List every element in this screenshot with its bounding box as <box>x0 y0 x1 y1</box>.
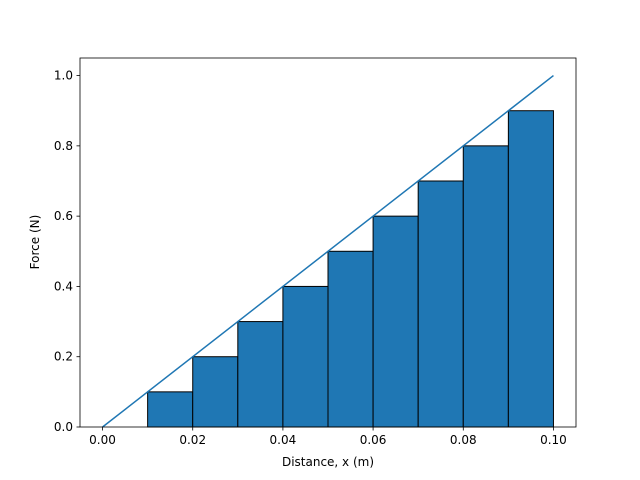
x-tick-label: 0.08 <box>450 433 477 447</box>
y-tick-label: 0.2 <box>54 350 73 364</box>
y-tick-label: 1.0 <box>54 69 73 83</box>
bar <box>237 321 284 428</box>
y-tick-label: 0.8 <box>54 139 73 153</box>
x-axis-label: Distance, x (m) <box>282 455 374 469</box>
x-tick-label: 0.00 <box>89 433 116 447</box>
bar <box>192 356 239 428</box>
x-tick-label: 0.02 <box>179 433 206 447</box>
y-axis-label: Force (N) <box>28 215 42 270</box>
y-tick-label: 0.0 <box>54 420 73 434</box>
bar <box>147 391 194 428</box>
bar <box>282 285 329 428</box>
bar <box>372 215 419 428</box>
y-tick-label: 0.4 <box>54 279 73 293</box>
y-tick-label: 0.6 <box>54 209 73 223</box>
bar <box>462 145 509 428</box>
x-tick-label: 0.10 <box>540 433 567 447</box>
bar <box>417 180 464 428</box>
plot-frame <box>79 57 577 428</box>
line <box>102 74 554 428</box>
x-tick-label: 0.04 <box>270 433 297 447</box>
bar <box>507 110 554 428</box>
bar <box>327 250 374 428</box>
x-tick-label: 0.06 <box>360 433 387 447</box>
